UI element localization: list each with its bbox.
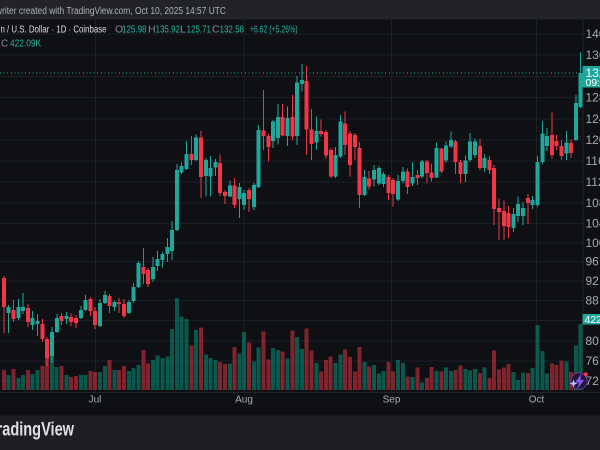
svg-text:100: 100 [586, 236, 600, 250]
svg-text:+6.62 (+5.26%): +6.62 (+5.26%) [250, 24, 298, 36]
svg-text:96: 96 [586, 255, 600, 269]
svg-text:125.71: 125.71 [187, 24, 212, 36]
svg-text:Oct: Oct [529, 395, 545, 406]
svg-text:Jul: Jul [89, 395, 102, 406]
svg-text:104: 104 [586, 217, 600, 231]
svg-text:120: 120 [586, 133, 600, 147]
svg-text:Aug: Aug [235, 395, 253, 406]
svg-text:108: 108 [586, 196, 600, 210]
svg-text:136: 136 [586, 48, 600, 62]
svg-text:132.58: 132.58 [220, 24, 245, 36]
svg-text:L: L [180, 24, 186, 36]
svg-text:09:02:31: 09:02:31 [586, 77, 600, 89]
svg-text:Sep: Sep [383, 395, 401, 406]
svg-text:422.09K: 422.09K [10, 39, 41, 50]
svg-text:n / U.S. Dollar · 1D · Coinbas: n / U.S. Dollar · 1D · Coinbase [1, 24, 107, 36]
svg-text:O: O [115, 24, 123, 36]
svg-text:H: H [148, 24, 156, 36]
svg-text:132.58: 132.58 [586, 66, 600, 80]
svg-text:TradingView: TradingView [0, 420, 74, 441]
svg-text:116: 116 [586, 154, 600, 168]
svg-text:88: 88 [586, 294, 600, 308]
svg-text:422.0: 422.0 [585, 314, 600, 326]
svg-text:128: 128 [586, 91, 600, 105]
svg-text:80: 80 [586, 334, 600, 348]
svg-text:C: C [1, 39, 8, 50]
svg-text:76: 76 [586, 354, 600, 368]
svg-text:72: 72 [586, 374, 600, 388]
svg-text:writer created with TradingVie: writer created with TradingView.com, Oct… [0, 6, 226, 17]
svg-text:140: 140 [586, 27, 600, 41]
svg-text:125.98: 125.98 [122, 24, 147, 36]
svg-text:112: 112 [586, 175, 600, 189]
svg-text:C: C [212, 24, 220, 36]
svg-text:92: 92 [586, 274, 600, 288]
svg-text:124: 124 [586, 112, 600, 126]
svg-text:135.92: 135.92 [156, 24, 181, 36]
